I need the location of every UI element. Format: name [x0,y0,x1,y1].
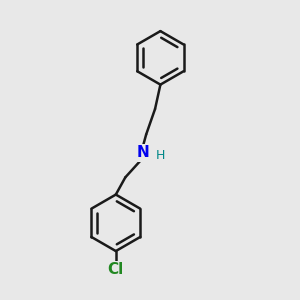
Text: H: H [156,148,165,162]
Text: N: N [136,146,149,160]
Text: Cl: Cl [108,262,124,277]
